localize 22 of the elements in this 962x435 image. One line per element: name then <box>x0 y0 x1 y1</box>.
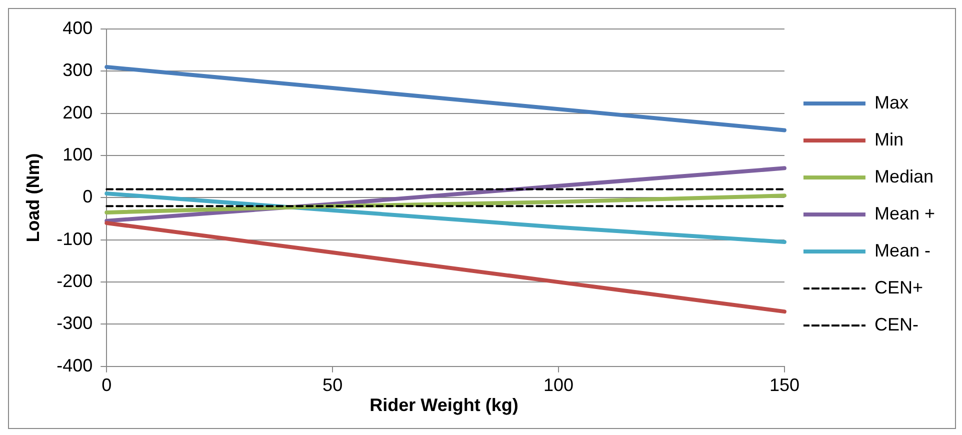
y-tick-label: 400 <box>62 18 93 38</box>
y-tick-label: 0 <box>82 186 93 207</box>
y-tick-label: -300 <box>56 313 93 334</box>
y-tick-label: -400 <box>56 355 93 376</box>
y-tick-label: 200 <box>62 102 93 122</box>
legend-label: Max <box>874 92 908 112</box>
legend-label: Min <box>874 129 904 150</box>
legend-label: CEN- <box>874 314 918 334</box>
x-tick-label: 0 <box>102 375 112 396</box>
legend-label: CEN+ <box>874 277 923 298</box>
y-tick-label: 100 <box>62 144 93 164</box>
x-tick-label: 100 <box>543 375 574 396</box>
x-axis-title: Rider Weight (kg) <box>368 395 520 416</box>
legend-label: Mean + <box>874 203 936 224</box>
y-axis-title: Load (Nm) <box>22 153 43 242</box>
legend-label: Median <box>874 166 934 186</box>
x-tick-label: 150 <box>769 375 800 396</box>
x-tick-label: 50 <box>322 375 343 396</box>
y-tick-label: -100 <box>56 228 93 249</box>
legend-label: Mean - <box>874 240 930 260</box>
y-tick-label: 300 <box>62 60 93 80</box>
y-tick-label: -200 <box>56 271 93 292</box>
